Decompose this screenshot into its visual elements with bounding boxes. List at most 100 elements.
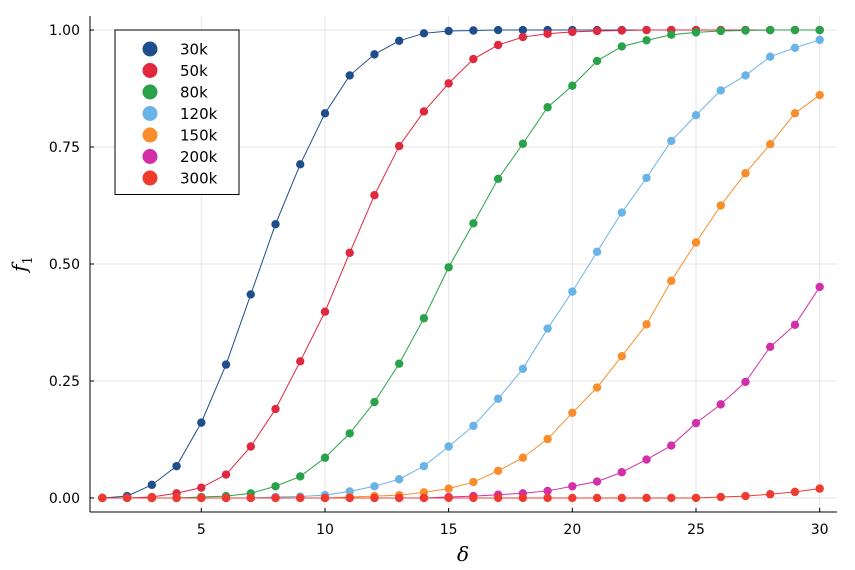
data-point [296,357,305,366]
series-300k [98,484,824,503]
data-point [469,26,478,35]
data-point [592,493,602,503]
data-point [271,482,280,491]
data-point [667,136,676,146]
data-point [543,486,552,496]
series-line [102,286,821,499]
data-point [667,276,676,286]
data-point [320,453,330,462]
legend-marker [142,170,158,186]
data-point [568,27,577,37]
data-point [592,26,602,36]
legend: 30k 50k 80k 120k 150k 200k 300k [114,29,240,195]
data-point [370,493,379,503]
data-point [716,400,725,409]
data-point [394,359,404,368]
y-tick-label: 0.50 [49,257,80,273]
data-point [444,263,453,272]
data-point [592,477,602,486]
x-tick-label: 5 [197,522,206,538]
data-point [691,238,701,247]
data-point [766,25,775,35]
y-tick-label: 1.00 [49,23,80,39]
data-point [766,140,775,149]
data-point [691,28,701,37]
series-200k [98,282,824,503]
data-point [691,418,701,428]
data-point [271,493,280,503]
data-point [716,86,725,95]
legend-label: 300k [180,170,218,188]
x-tick-label: 10 [316,522,334,538]
data-point [815,282,824,292]
legend-marker [142,41,158,57]
data-point [370,50,379,59]
data-point [518,25,528,35]
data-point [370,482,379,491]
data-point [568,287,577,296]
data-point [419,493,429,503]
x-tick-label: 15 [440,522,458,538]
series-layer [98,25,824,503]
data-point [246,442,255,451]
data-point [741,169,750,178]
data-point [345,493,354,503]
data-point [469,54,478,64]
data-point [271,220,280,229]
data-point [221,493,231,503]
y-axis-label: f1 [7,256,36,274]
data-point [617,493,627,503]
data-point [147,493,157,503]
data-point [419,461,429,471]
legend-item: 150k [142,127,218,145]
legend-label: 80k [180,84,208,102]
data-point [642,320,651,329]
data-point [197,483,206,492]
data-point [296,472,305,481]
data-point [444,442,453,451]
legend-box [114,29,240,195]
data-point [592,56,602,66]
data-point [296,493,305,503]
data-point [543,29,552,38]
data-point [493,25,503,35]
data-point [197,418,206,427]
data-point [716,26,725,36]
data-point [345,71,354,80]
data-point [493,40,503,50]
data-point [790,320,800,330]
data-point [493,174,503,184]
legend-marker [142,127,158,143]
data-point [296,160,305,169]
data-point [815,25,824,35]
data-point [221,470,231,479]
legend-marker [142,84,158,100]
data-point [543,434,552,444]
legend-item: 300k [142,170,218,188]
data-point [444,79,453,88]
data-point [147,480,157,490]
data-point [741,377,750,387]
data-point [444,484,453,493]
data-point [172,461,181,471]
data-point [642,173,651,183]
legend-item: 120k [142,105,218,123]
legend-item: 200k [142,148,218,166]
data-point [493,466,503,476]
data-point [320,109,330,118]
data-point [469,421,478,431]
legend-label: 150k [180,127,218,145]
data-point [741,71,750,80]
data-point [518,364,528,374]
legend-marker [142,63,158,78]
data-point [493,394,503,403]
legend-label: 30k [180,41,208,59]
data-point [815,35,824,45]
data-point [617,26,627,35]
data-point [741,26,750,35]
data-point [469,219,478,228]
data-point [370,191,379,200]
data-point [419,107,429,116]
data-point [691,493,701,503]
data-point [469,493,478,503]
